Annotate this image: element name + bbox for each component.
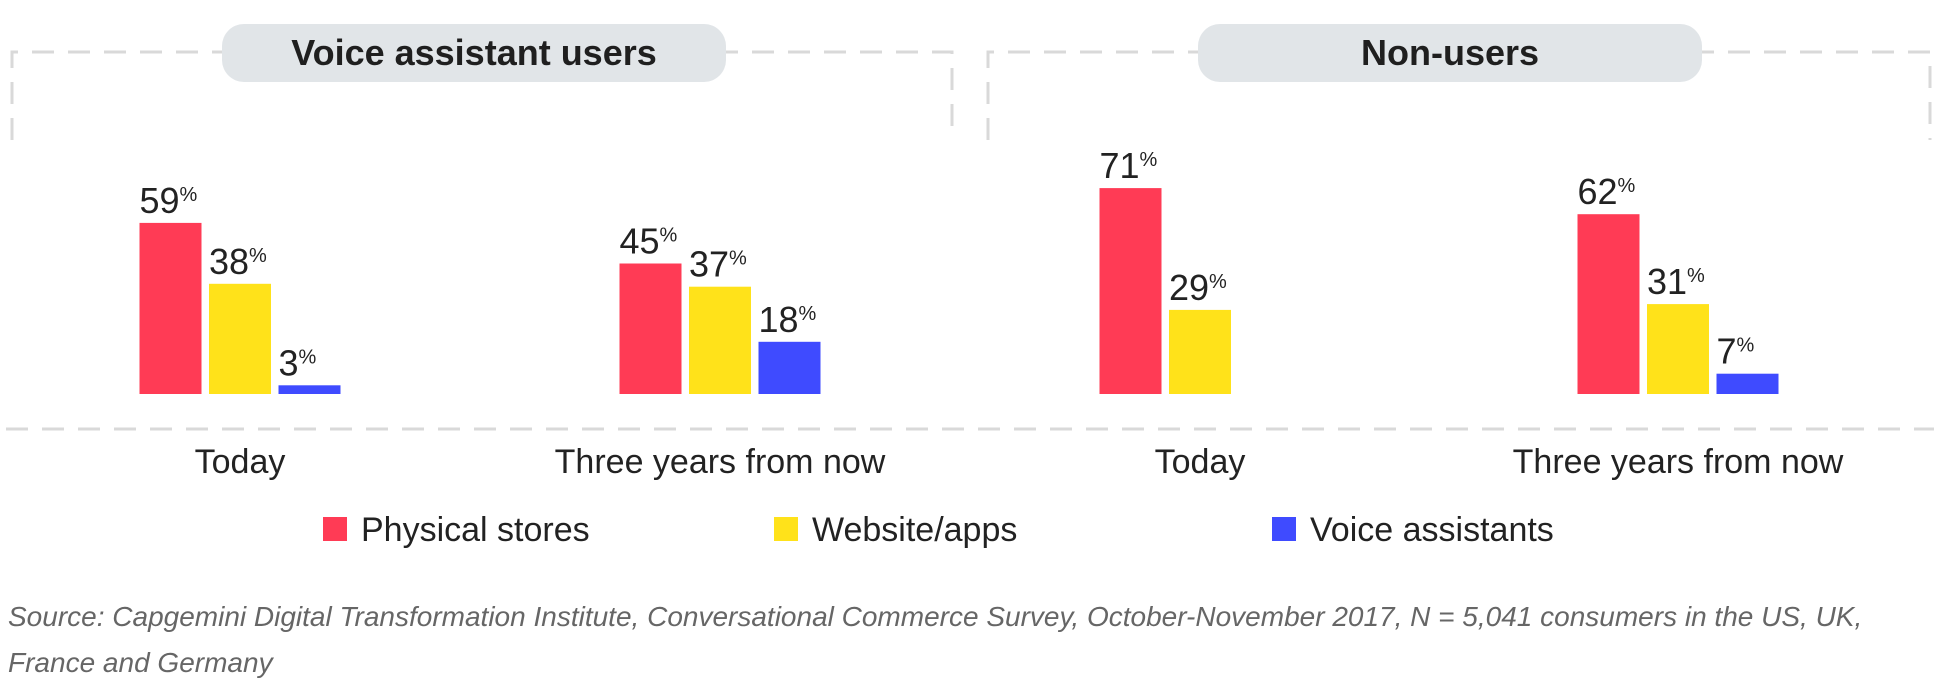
category-label: Today — [195, 443, 286, 481]
group-title-users: Voice assistant users — [291, 32, 657, 73]
bar-voice-assistants — [1716, 373, 1779, 394]
legend-swatch-website-apps — [774, 517, 798, 541]
bar-value-label: 3% — [279, 342, 317, 383]
bar-website-apps — [1169, 309, 1231, 394]
bar-value-label: 31% — [1647, 261, 1705, 302]
bar-value-label: 59% — [140, 180, 198, 221]
group-pill-non-users — [1198, 24, 1702, 82]
category-label: Three years from now — [1513, 443, 1844, 481]
group-pill-users — [222, 24, 726, 82]
bar-value-label: 29% — [1169, 267, 1227, 308]
legend-swatch-physical-stores — [323, 517, 347, 541]
bar-physical-stores — [619, 263, 682, 394]
bar-value-label: 71% — [1100, 145, 1158, 186]
category-label: Today — [1155, 443, 1246, 481]
source-note: Source: Capgemini Digital Transformation… — [8, 601, 1863, 678]
bar-value-label: 7% — [1717, 331, 1755, 372]
category-label: Three years from now — [555, 443, 886, 481]
bar-physical-stores — [1099, 188, 1162, 394]
bar-physical-stores — [139, 222, 202, 394]
group-title-non-users: Non-users — [1361, 32, 1539, 73]
bar-website-apps — [1647, 304, 1709, 394]
bar-value-label: 62% — [1578, 171, 1636, 212]
bar-website-apps — [689, 286, 751, 394]
bar-voice-assistants — [758, 341, 821, 394]
bar-website-apps — [209, 283, 271, 394]
bar-value-label: 38% — [209, 241, 267, 282]
legend-swatch-voice-assistants — [1272, 517, 1296, 541]
bar-voice-assistants — [278, 385, 341, 394]
legend-label-voice-assistants: Voice assistants — [1310, 511, 1554, 549]
bar-physical-stores — [1577, 214, 1640, 394]
bar-value-label: 45% — [620, 221, 678, 262]
legend-label-physical-stores: Physical stores — [361, 511, 590, 549]
bar-value-label: 18% — [759, 299, 817, 340]
bar-value-label: 37% — [689, 244, 747, 285]
legend-label-website-apps: Website/apps — [812, 511, 1017, 549]
